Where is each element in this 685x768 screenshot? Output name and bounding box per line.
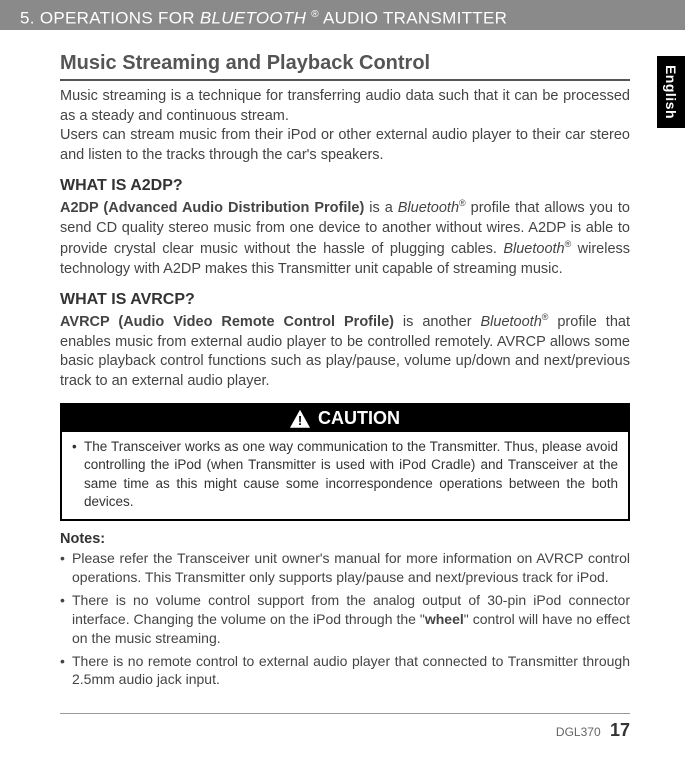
bullet-icon: •: [72, 438, 84, 511]
note-item: • Please refer the Transceiver unit owne…: [60, 549, 630, 587]
bullet-icon: •: [60, 652, 72, 690]
avrcp-body: AVRCP (Audio Video Remote Control Profil…: [60, 311, 630, 391]
caution-body: • The Transceiver works as one way commu…: [62, 432, 628, 519]
a2dp-body: A2DP (Advanced Audio Distribution Profil…: [60, 197, 630, 279]
language-tab: English: [657, 56, 685, 128]
note-text: Please refer the Transceiver unit owner'…: [72, 549, 630, 587]
avrcp-term: AVRCP (Audio Video Remote Control Profil…: [60, 314, 394, 330]
caution-box: CAUTION • The Transceiver works as one w…: [60, 403, 630, 521]
chapter-title-part2: AUDIO TRANSMITTER: [319, 9, 507, 28]
page-number: 17: [610, 720, 630, 740]
registered-mark: ®: [311, 9, 319, 20]
section-heading: Music Streaming and Playback Control: [60, 52, 630, 81]
avrcp-heading: WHAT IS AVRCP?: [60, 291, 630, 309]
caution-text: The Transceiver works as one way communi…: [84, 438, 618, 511]
notes-list: • Please refer the Transceiver unit owne…: [60, 549, 630, 689]
page: 5. OPERATIONS FOR BLUETOOTH ® AUDIO TRAN…: [0, 0, 685, 761]
content-area: Music Streaming and Playback Control Mus…: [0, 30, 685, 689]
chapter-header: 5. OPERATIONS FOR BLUETOOTH ® AUDIO TRAN…: [0, 0, 685, 30]
chapter-title-part1: OPERATIONS FOR: [40, 9, 200, 28]
note-item: • There is no remote control to external…: [60, 652, 630, 690]
note-text: There is no remote control to external a…: [72, 652, 630, 690]
chapter-title-italic: BLUETOOTH: [200, 9, 311, 28]
note-item: • There is no volume control support fro…: [60, 591, 630, 648]
bullet-icon: •: [60, 591, 72, 648]
warning-icon: [290, 410, 310, 428]
caution-header: CAUTION: [62, 405, 628, 432]
page-footer: DGL370 17: [60, 713, 630, 761]
a2dp-term: A2DP (Advanced Audio Distribution Profil…: [60, 200, 364, 216]
bullet-icon: •: [60, 549, 72, 587]
model-number: DGL370: [556, 725, 601, 739]
note-text: There is no volume control support from …: [72, 591, 630, 648]
intro-paragraph-1: Music streaming is a technique for trans…: [60, 87, 630, 126]
caution-label: CAUTION: [318, 408, 400, 429]
a2dp-heading: WHAT IS A2DP?: [60, 177, 630, 195]
chapter-number: 5.: [20, 9, 35, 28]
intro-paragraph-2: Users can stream music from their iPod o…: [60, 126, 630, 165]
notes-heading: Notes:: [60, 531, 630, 547]
language-label: English: [663, 65, 679, 119]
